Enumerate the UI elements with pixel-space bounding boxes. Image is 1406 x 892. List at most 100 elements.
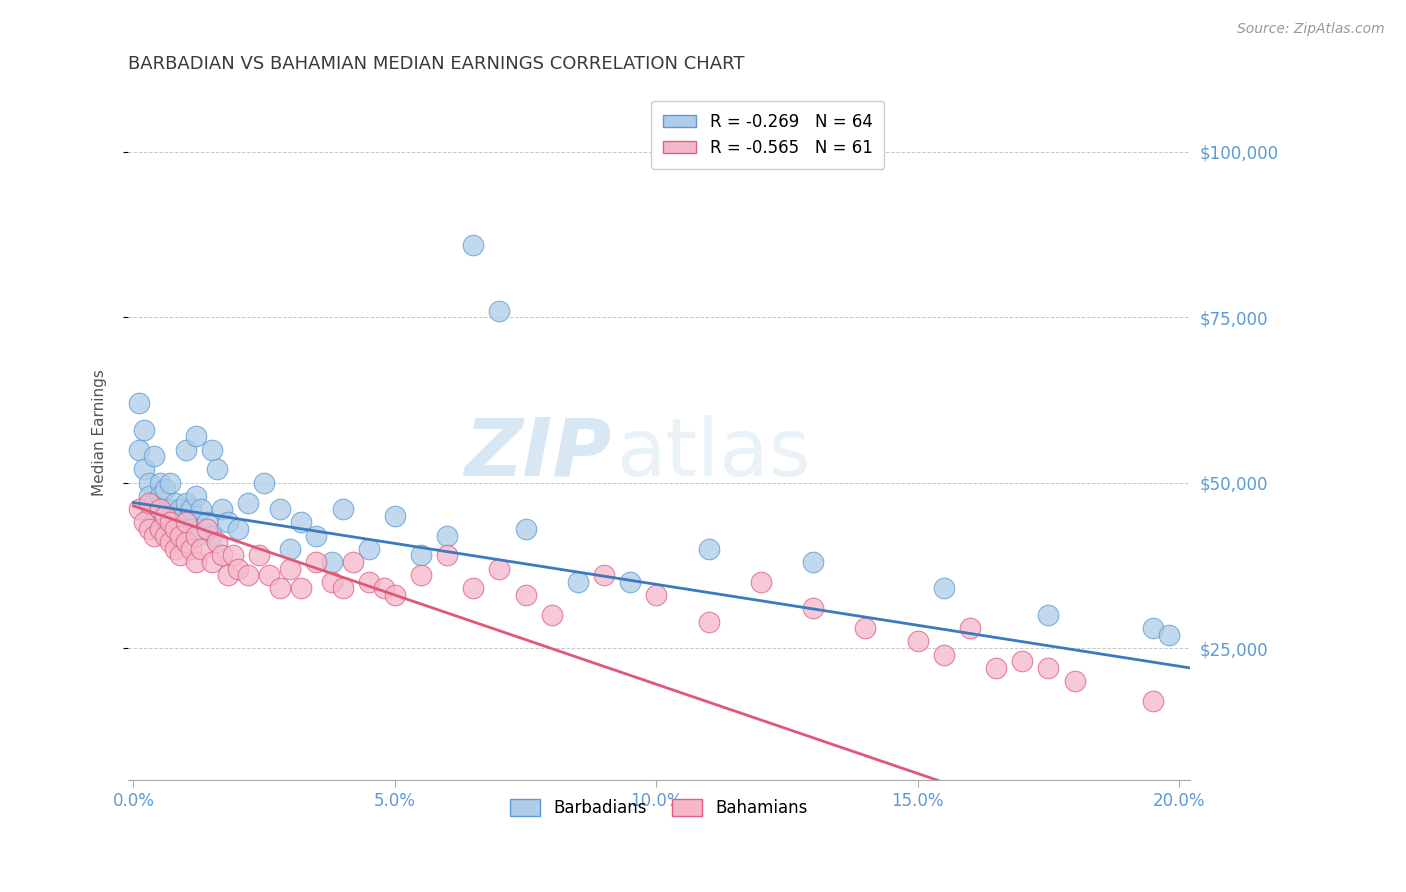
Point [697, 615, 720, 629]
Point [148, 502, 170, 516]
Point [1142, 694, 1164, 708]
Point [217, 516, 239, 530]
Point [1142, 621, 1164, 635]
Point [269, 582, 291, 596]
Point [165, 516, 187, 530]
Point [290, 516, 312, 530]
Point [801, 555, 824, 569]
Point [1038, 661, 1060, 675]
Point [222, 549, 245, 563]
Point [128, 396, 150, 410]
Point [180, 541, 202, 556]
Point [357, 541, 380, 556]
Point [1157, 628, 1180, 642]
Point [645, 588, 668, 602]
Point [463, 582, 485, 596]
Point [159, 522, 181, 536]
Point [138, 522, 160, 536]
Point [159, 475, 181, 490]
Point [148, 502, 170, 516]
Point [540, 607, 562, 622]
Point [515, 522, 537, 536]
Point [132, 462, 155, 476]
Point [269, 502, 291, 516]
Point [132, 423, 155, 437]
Text: ZIP: ZIP [464, 415, 612, 493]
Point [907, 634, 929, 648]
Point [186, 555, 208, 569]
Point [128, 502, 150, 516]
Point [180, 502, 202, 516]
Point [1038, 607, 1060, 622]
Point [148, 475, 170, 490]
Point [169, 502, 191, 516]
Point [932, 582, 955, 596]
Point [226, 522, 249, 536]
Point [169, 528, 191, 542]
Point [138, 475, 160, 490]
Point [384, 508, 406, 523]
Point [132, 516, 155, 530]
Point [409, 549, 432, 563]
Point [619, 574, 641, 589]
Point [165, 528, 187, 542]
Point [159, 535, 181, 549]
Text: BARBADIAN VS BAHAMIAN MEDIAN EARNINGS CORRELATION CHART: BARBADIAN VS BAHAMIAN MEDIAN EARNINGS CO… [128, 55, 745, 73]
Point [567, 574, 589, 589]
Point [205, 535, 228, 549]
Point [138, 508, 160, 523]
Point [463, 237, 485, 252]
Point [180, 522, 202, 536]
Point [169, 549, 191, 563]
Point [174, 516, 197, 530]
Point [855, 621, 877, 635]
Point [226, 561, 249, 575]
Point [153, 508, 176, 523]
Point [165, 522, 187, 536]
Point [174, 516, 197, 530]
Point [190, 541, 212, 556]
Point [932, 648, 955, 662]
Point [190, 502, 212, 516]
Text: atlas: atlas [616, 415, 811, 493]
Point [305, 555, 328, 569]
Point [174, 535, 197, 549]
Point [143, 528, 166, 542]
Point [165, 495, 187, 509]
Legend: Barbadians, Bahamians: Barbadians, Bahamians [503, 793, 814, 824]
Point [201, 442, 224, 457]
Point [201, 528, 224, 542]
Point [195, 522, 218, 536]
Point [357, 574, 380, 589]
Point [436, 528, 458, 542]
Point [278, 561, 301, 575]
Point [205, 462, 228, 476]
Point [697, 541, 720, 556]
Point [1063, 674, 1085, 689]
Point [749, 574, 772, 589]
Point [278, 541, 301, 556]
Point [153, 502, 176, 516]
Point [305, 528, 328, 542]
Point [174, 495, 197, 509]
Point [332, 502, 354, 516]
Point [153, 528, 176, 542]
Point [211, 549, 233, 563]
Point [186, 528, 208, 542]
Point [321, 555, 343, 569]
Point [143, 449, 166, 463]
Point [515, 588, 537, 602]
Point [190, 522, 212, 536]
Point [217, 568, 239, 582]
Point [436, 549, 458, 563]
Point [201, 555, 224, 569]
Point [153, 483, 176, 497]
Point [128, 442, 150, 457]
Point [186, 429, 208, 443]
Point [148, 522, 170, 536]
Point [211, 502, 233, 516]
Point [259, 568, 281, 582]
Point [153, 522, 176, 536]
Point [165, 541, 187, 556]
Point [290, 582, 312, 596]
